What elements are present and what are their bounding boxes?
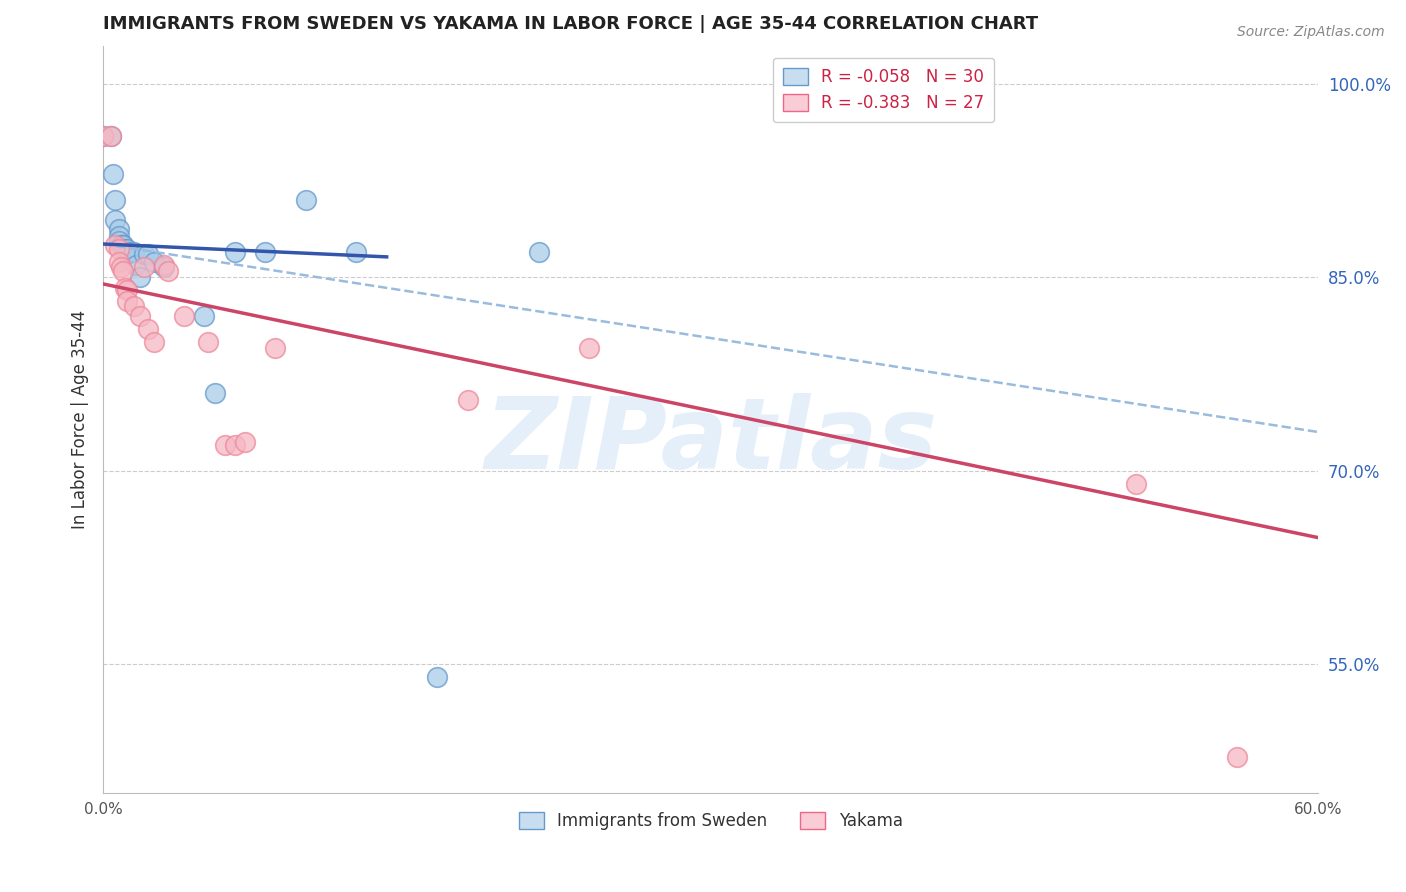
Point — [91, 128, 114, 143]
Point — [110, 260, 132, 275]
Point — [104, 212, 127, 227]
Point — [103, 168, 125, 182]
Point — [173, 309, 195, 323]
Point — [254, 244, 277, 259]
Point — [136, 322, 159, 336]
Point — [224, 438, 246, 452]
Point — [112, 238, 135, 252]
Point — [108, 221, 131, 235]
Point — [457, 392, 479, 407]
Point — [104, 238, 127, 252]
Point — [128, 270, 150, 285]
Point — [108, 242, 131, 256]
Point — [233, 435, 256, 450]
Point — [193, 309, 215, 323]
Point — [114, 281, 136, 295]
Point — [142, 255, 165, 269]
Point — [117, 247, 139, 261]
Point — [117, 242, 139, 256]
Point — [114, 242, 136, 256]
Point — [112, 264, 135, 278]
Point — [294, 193, 316, 207]
Point — [197, 334, 219, 349]
Point — [110, 238, 132, 252]
Point — [1125, 476, 1147, 491]
Point — [100, 128, 122, 143]
Y-axis label: In Labor Force | Age 35-44: In Labor Force | Age 35-44 — [72, 310, 89, 529]
Point — [118, 244, 141, 259]
Point — [204, 386, 226, 401]
Point — [527, 244, 550, 259]
Point — [124, 258, 146, 272]
Text: ZIPatlas: ZIPatlas — [484, 393, 938, 490]
Point — [142, 334, 165, 349]
Point — [112, 238, 135, 252]
Point — [104, 193, 127, 207]
Point — [1226, 749, 1249, 764]
Point — [91, 128, 114, 143]
Point — [132, 247, 155, 261]
Point — [344, 244, 367, 259]
Text: IMMIGRANTS FROM SWEDEN VS YAKAMA IN LABOR FORCE | AGE 35-44 CORRELATION CHART: IMMIGRANTS FROM SWEDEN VS YAKAMA IN LABO… — [103, 15, 1038, 33]
Point — [108, 229, 131, 244]
Point — [224, 244, 246, 259]
Text: Source: ZipAtlas.com: Source: ZipAtlas.com — [1237, 25, 1385, 39]
Point — [108, 255, 131, 269]
Point — [156, 264, 179, 278]
Point — [128, 309, 150, 323]
Point — [122, 244, 145, 259]
Point — [153, 260, 176, 275]
Point — [264, 341, 287, 355]
Point — [100, 128, 122, 143]
Point — [108, 235, 131, 249]
Point — [117, 293, 139, 308]
Point — [122, 299, 145, 313]
Legend: Immigrants from Sweden, Yakama: Immigrants from Sweden, Yakama — [512, 805, 910, 837]
Point — [578, 341, 600, 355]
Point — [136, 247, 159, 261]
Point — [117, 284, 139, 298]
Point — [426, 670, 449, 684]
Point — [214, 438, 236, 452]
Point — [153, 258, 176, 272]
Point — [132, 260, 155, 275]
